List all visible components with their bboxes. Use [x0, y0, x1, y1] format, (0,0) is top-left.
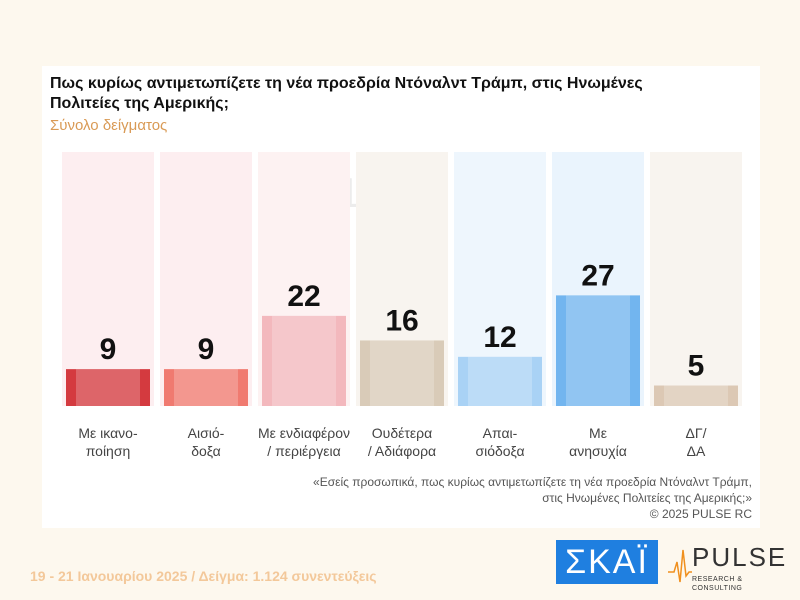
category-label: σιόδοξα — [475, 443, 524, 459]
bar-background — [650, 152, 742, 406]
chart-subtitle: Σύνολο δείγματος — [50, 117, 168, 134]
bar — [654, 385, 738, 406]
bar-highlight — [76, 369, 140, 406]
note-line-2: στις Ηνωμένες Πολιτείες της Αμερικής;» — [542, 491, 752, 505]
category-label: ΔΓ/ — [686, 425, 707, 441]
data-label: 22 — [287, 280, 320, 313]
data-label: 27 — [581, 259, 614, 292]
copyright: © 2025 PULSE RC — [649, 507, 752, 521]
category-label: / Αδιάφορα — [368, 443, 436, 459]
pulse-wave-icon — [668, 549, 692, 583]
bar-highlight — [272, 315, 336, 406]
bar — [556, 295, 640, 406]
bar — [262, 315, 346, 406]
category-label: / περιέργεια — [267, 443, 340, 459]
category-label: δοξα — [191, 443, 221, 459]
data-label: 5 — [688, 350, 705, 383]
chart-title: Πως κυρίως αντιμετωπίζετε τη νέα προεδρί… — [50, 75, 643, 112]
bar-background — [160, 152, 252, 406]
bar-highlight — [664, 385, 728, 406]
bar-highlight — [174, 369, 238, 406]
bar-highlight — [468, 356, 532, 406]
bar-background — [62, 152, 154, 406]
category-label: Με ενδιαφέρον — [258, 425, 350, 441]
category-label: ποίηση — [86, 443, 131, 459]
bar — [164, 369, 248, 406]
data-label: 12 — [483, 321, 516, 354]
bar-highlight — [566, 295, 630, 406]
question-note: «Εσείς προσωπικά, πως κυρίως αντιμετωπίζ… — [313, 474, 752, 522]
category-label: ανησυχία — [569, 443, 627, 459]
data-label: 9 — [100, 333, 117, 366]
category-label: Με ικανο- — [78, 425, 138, 441]
category-label: Ουδέτερα — [372, 425, 432, 441]
category-label: Απαι- — [483, 425, 518, 441]
category-label: Αισιό- — [188, 425, 225, 441]
bar — [66, 369, 150, 406]
skai-logo: ΣΚΑΪ — [556, 540, 658, 584]
note-line-1: «Εσείς προσωπικά, πως κυρίως αντιμετωπίζ… — [313, 475, 752, 489]
data-label: 9 — [198, 333, 215, 366]
pulse-logo: PULSE RESEARCH & CONSULTING — [668, 542, 788, 592]
category-label: Με — [589, 425, 607, 441]
bar — [458, 356, 542, 406]
category-label: ΔΑ — [687, 443, 706, 459]
bar-highlight — [370, 340, 434, 406]
footer-info: 19 - 21 Ιανουαρίου 2025 / Δείγμα: 1.124 … — [30, 568, 377, 584]
data-label: 16 — [385, 304, 418, 337]
bar — [360, 340, 444, 406]
